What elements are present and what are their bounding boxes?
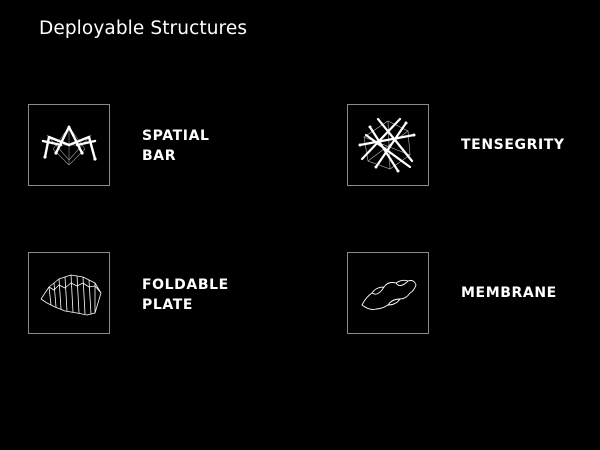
spatial-bar-label: SPATIAL BAR [142,126,210,166]
membrane-icon-frame [347,252,429,334]
tensegrity-label: TENSEGRITY [461,135,565,155]
spatial-bar-label-line-2: BAR [142,148,177,164]
foldable-plate-icon-frame [28,252,110,334]
tensegrity-label-line-1: TENSEGRITY [461,137,565,153]
tensegrity-icon [358,117,416,173]
page-title: Deployable Structures [39,18,248,39]
foldable-plate-label-line-2: PLATE [142,297,194,313]
spatial-bar-icon-frame [28,104,110,186]
spatial-bar-icon [41,125,97,166]
foldable-plate-label: FOLDABLE PLATE [142,275,229,315]
membrane-label: MEMBRANE [461,283,557,303]
foldable-plate-icon [40,274,102,316]
foldable-plate-label-line-1: FOLDABLE [142,277,229,293]
spatial-bar-label-line-1: SPATIAL [142,128,210,144]
membrane-icon [361,279,417,310]
tensegrity-icon-frame [347,104,429,186]
membrane-label-line-1: MEMBRANE [461,285,557,301]
